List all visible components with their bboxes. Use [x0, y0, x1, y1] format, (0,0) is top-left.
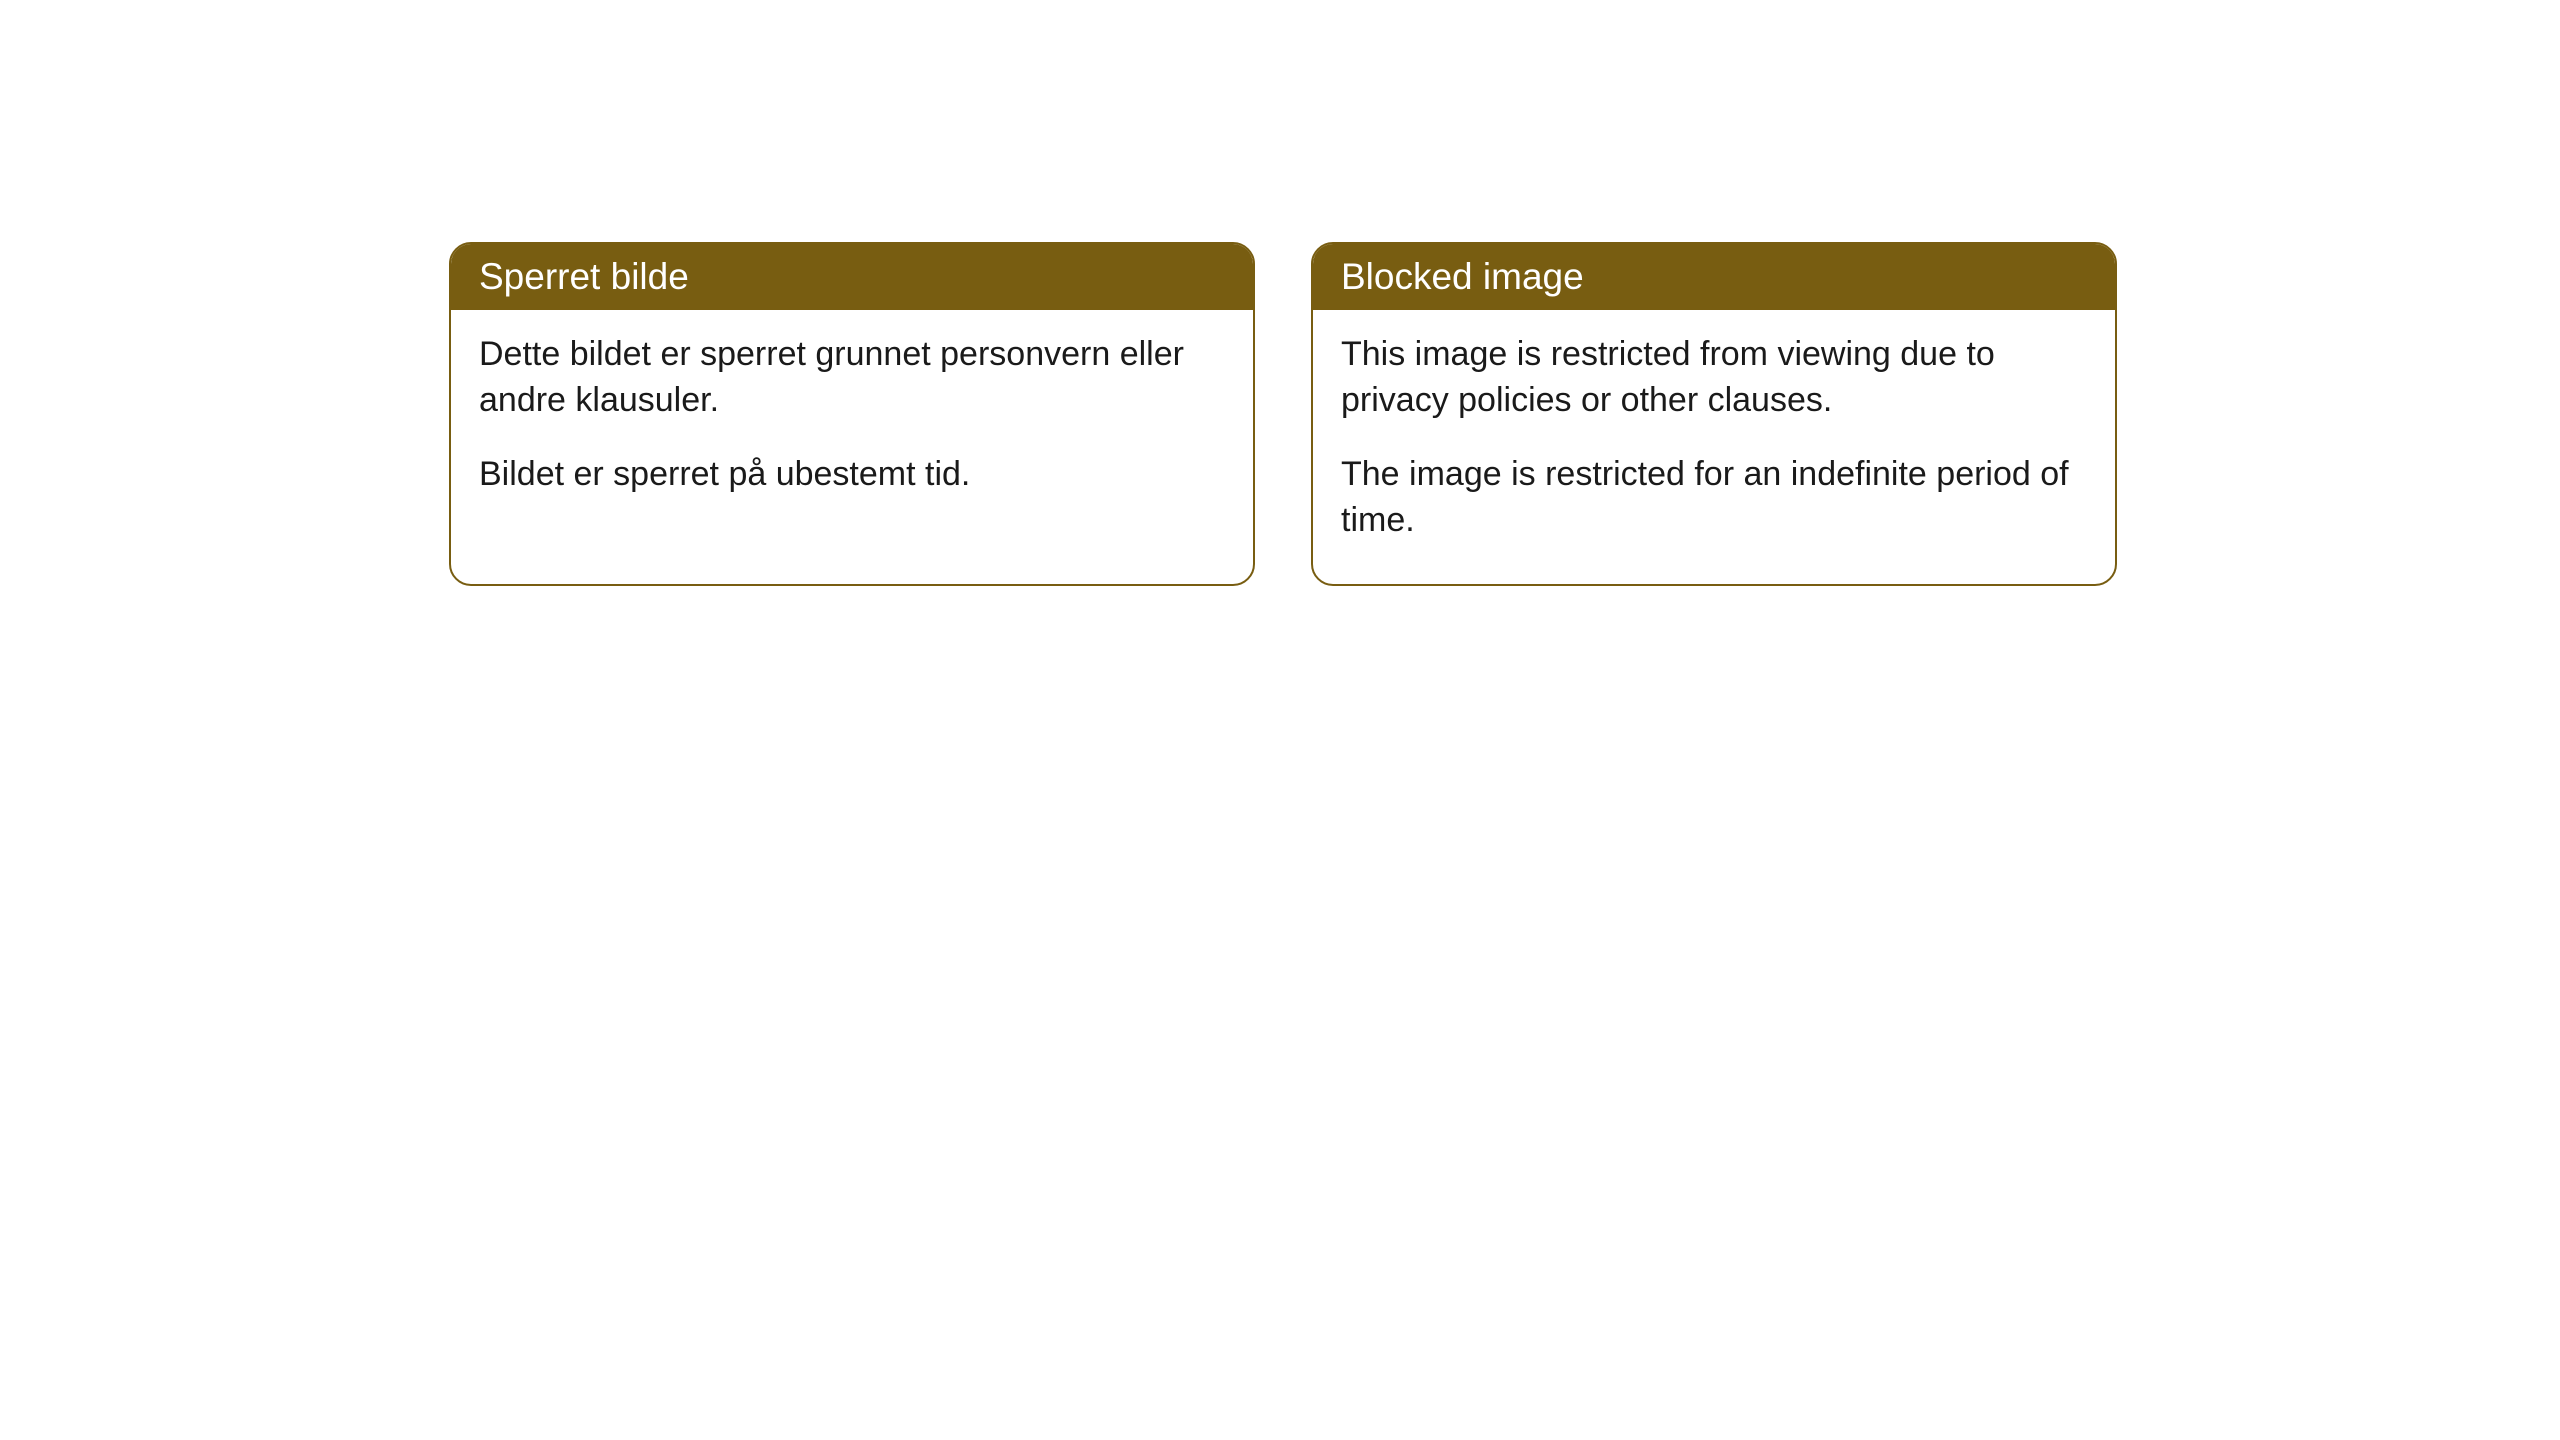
notice-cards-container: Sperret bilde Dette bildet er sperret gr…	[449, 242, 2117, 586]
card-header-no: Sperret bilde	[451, 244, 1253, 310]
notice-text-no-1: Dette bildet er sperret grunnet personve…	[479, 332, 1225, 424]
notice-text-no-2: Bildet er sperret på ubestemt tid.	[479, 452, 1225, 498]
card-body-no: Dette bildet er sperret grunnet personve…	[451, 310, 1253, 538]
blocked-image-card-no: Sperret bilde Dette bildet er sperret gr…	[449, 242, 1255, 586]
blocked-image-card-en: Blocked image This image is restricted f…	[1311, 242, 2117, 586]
notice-text-en-1: This image is restricted from viewing du…	[1341, 332, 2087, 424]
card-body-en: This image is restricted from viewing du…	[1313, 310, 2115, 584]
card-header-en: Blocked image	[1313, 244, 2115, 310]
notice-text-en-2: The image is restricted for an indefinit…	[1341, 452, 2087, 544]
